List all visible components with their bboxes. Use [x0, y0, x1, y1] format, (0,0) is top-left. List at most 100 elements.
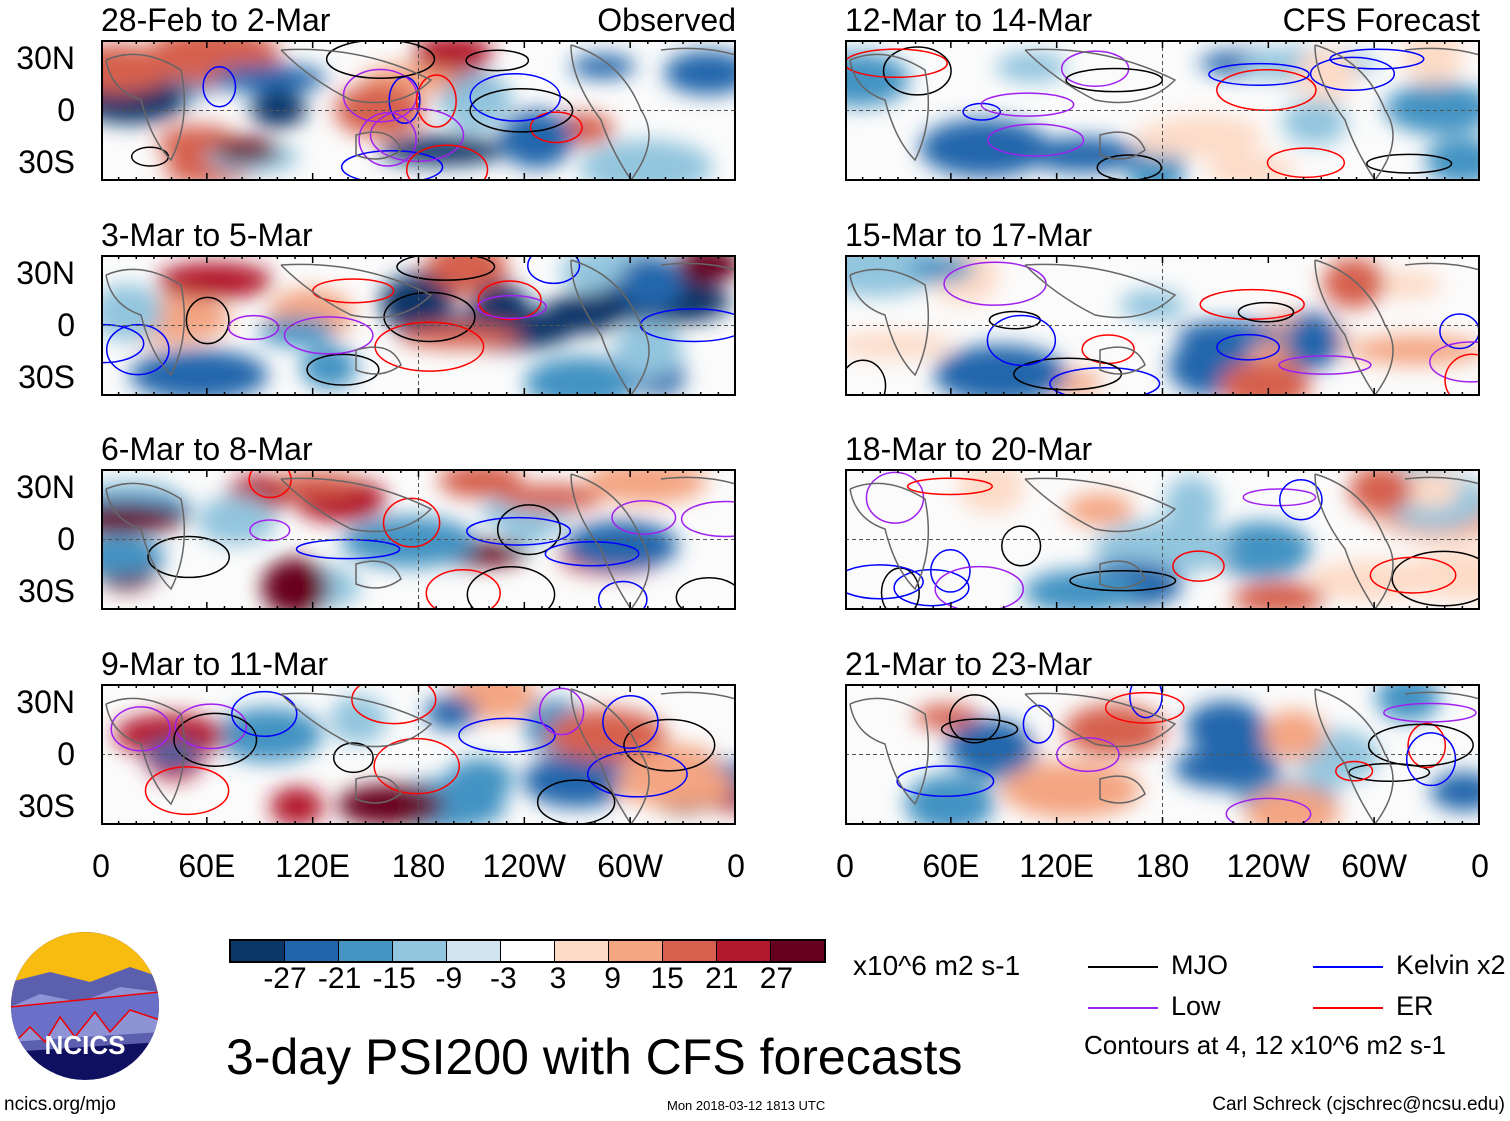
anomaly-blob — [1026, 137, 1139, 173]
contour-line — [373, 737, 461, 795]
contour-line — [1369, 556, 1457, 594]
contour-line — [1242, 488, 1317, 507]
contour-line — [1366, 153, 1453, 174]
contour-line — [312, 278, 395, 304]
contour-line — [110, 706, 171, 752]
colorbar-label: -21 — [317, 962, 362, 995]
contour-line — [896, 765, 995, 798]
anomaly-blob — [499, 109, 574, 169]
anomaly-blob — [1219, 359, 1311, 396]
map-panel — [101, 255, 736, 396]
anomaly-blob — [524, 356, 639, 396]
anomaly-blob — [1119, 289, 1186, 322]
anomaly-blob — [438, 469, 523, 499]
anomaly-blob — [845, 52, 910, 107]
panel-title: 28-Feb to 2-Mar — [101, 2, 331, 38]
contour-line — [529, 111, 583, 144]
colorbar-swatch — [609, 941, 663, 961]
coastline — [105, 259, 736, 396]
contour-line — [1367, 723, 1474, 767]
contour-line — [586, 750, 688, 798]
panel-title: 21-Mar to 23-Mar — [845, 646, 1093, 682]
contour-note: Contours at 4, 12 x10^6 m2 s-1 — [1084, 1030, 1446, 1060]
coastline — [849, 688, 1480, 825]
legend-label: MJO — [1171, 950, 1228, 980]
contour-line — [544, 540, 640, 567]
anomaly-blob — [613, 763, 736, 807]
lat-label: 30S — [18, 144, 75, 180]
anomaly-blob — [300, 345, 358, 389]
coastline — [105, 473, 736, 610]
lon-label: 0 — [727, 848, 745, 884]
contour-line — [332, 742, 374, 774]
legend-label: Kelvin x2 — [1396, 950, 1506, 980]
contour-line — [1391, 550, 1480, 607]
lon-label: 0 — [836, 848, 854, 884]
colorbar-swatch — [663, 941, 717, 961]
lon-label: 120W — [482, 848, 567, 884]
anomaly-blob — [272, 471, 361, 497]
panel-title: 15-Mar to 17-Mar — [845, 217, 1093, 253]
coastline — [849, 259, 1480, 396]
anomaly-blob — [250, 90, 307, 128]
contour-line — [845, 359, 887, 396]
contour-line — [466, 516, 572, 546]
colorbar-label: 21 — [705, 962, 739, 995]
contour-line — [948, 694, 1001, 744]
coastline — [105, 688, 736, 825]
anomaly-blob — [676, 255, 736, 284]
anomaly-blob — [1283, 312, 1341, 371]
anomaly-blob — [214, 137, 280, 164]
contour-line — [845, 564, 924, 600]
anomaly-blob — [908, 255, 974, 282]
contour-line — [382, 497, 441, 548]
contour-line — [1278, 478, 1323, 521]
anomaly-blob — [1384, 82, 1480, 135]
anomaly-blob — [196, 495, 276, 545]
lat-label: 0 — [57, 307, 75, 343]
anomaly-blob — [919, 118, 1050, 178]
contour-line — [680, 500, 736, 538]
footer-author: Carl Schreck (cjschrec@ncsu.edu) — [1212, 1094, 1505, 1115]
lat-label: 30N — [16, 255, 75, 291]
panel-title: 12-Mar to 14-Mar — [845, 2, 1093, 38]
lat-label: 30S — [18, 359, 75, 395]
colorbar-label: 27 — [759, 962, 794, 995]
legend-label: Low — [1171, 991, 1221, 1021]
lon-label: 120W — [1226, 848, 1311, 884]
anomaly-blob — [426, 255, 508, 295]
lat-label: 30N — [16, 684, 75, 720]
contour-line — [882, 46, 952, 96]
colorbar — [229, 939, 826, 963]
map-panel — [101, 40, 736, 181]
contour-line — [147, 535, 230, 579]
contour-line — [1444, 353, 1480, 396]
anomaly-blob — [1376, 684, 1441, 722]
contour-line — [465, 49, 530, 72]
colorbar-swatch — [447, 941, 501, 961]
footer-url[interactable]: ncics.org/mjo — [4, 1094, 116, 1115]
anomaly-blob — [1282, 99, 1348, 146]
anomaly-blob — [341, 516, 477, 568]
lon-label: 60W — [597, 848, 664, 884]
contour-line — [425, 569, 501, 610]
contour-line — [1104, 691, 1185, 724]
map-panel — [845, 684, 1480, 825]
map-panel — [845, 469, 1480, 610]
anomaly-blob — [1232, 581, 1325, 610]
contour-line — [144, 766, 230, 816]
colorbar-label: 15 — [650, 962, 684, 995]
contour-line — [174, 703, 248, 750]
contour-line — [477, 294, 547, 320]
colorbar-label: 3 — [549, 962, 567, 995]
contour-line — [597, 580, 648, 610]
contour-line — [1266, 147, 1346, 179]
contour-line — [980, 92, 1075, 117]
contour-line — [202, 66, 237, 108]
anomaly-blob — [1066, 493, 1134, 527]
anomaly-blob — [664, 50, 736, 95]
lon-label: 0 — [92, 848, 110, 884]
lon-label: 120E — [275, 848, 351, 884]
lat-label: 30N — [16, 469, 75, 505]
panel-title: 9-Mar to 11-Mar — [101, 646, 329, 682]
